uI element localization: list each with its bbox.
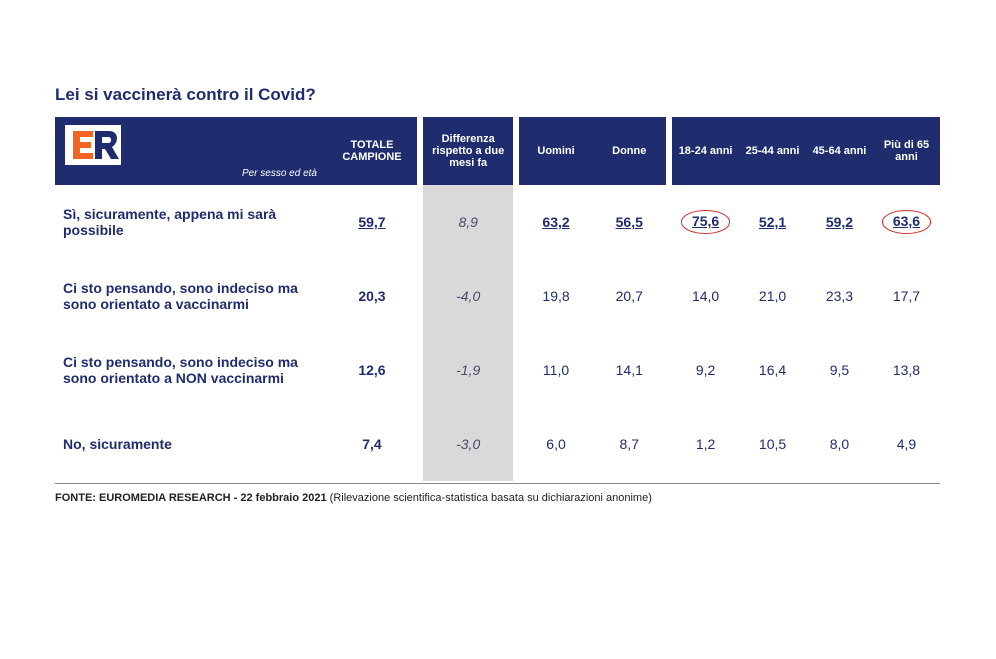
cell-age: 13,8 [873,333,940,407]
cell-sex: 20,7 [593,259,666,333]
cell-age: 21,0 [739,259,806,333]
cell-sex: 19,8 [519,259,592,333]
highlight-circle: 75,6 [681,210,730,233]
header-rowhead: Per sesso ed età [55,117,327,185]
cell-age: 63,6 [873,185,940,259]
table-row: Sì, sicuramente, appena mi sarà possibil… [55,185,940,259]
cell-age: 17,7 [873,259,940,333]
cell-diff: -1,9 [423,333,513,407]
col-header-diff: Differenza rispetto a due mesi fa [423,117,513,185]
brand-logo-icon [65,125,121,168]
chart-title: Lei si vaccinerà contro il Covid? [55,85,941,105]
cell-total: 12,6 [327,333,417,407]
col-header-age-1: 25-44 anni [739,117,806,185]
data-table: Per sesso ed età TOTALE CAMPIONE Differe… [55,117,940,481]
col-header-age-0: 18-24 anni [672,117,739,185]
row-label: Sì, sicuramente, appena mi sarà possibil… [55,185,327,259]
cell-total: 20,3 [327,259,417,333]
cell-sex: 14,1 [593,333,666,407]
footer-text: FONTE: EUROMEDIA RESEARCH - 22 febbraio … [55,492,941,504]
cell-age: 1,2 [672,407,739,481]
cell-age: 23,3 [806,259,873,333]
cell-age: 9,5 [806,333,873,407]
cell-age: 52,1 [739,185,806,259]
cell-sex: 56,5 [593,185,666,259]
cell-age: 4,9 [873,407,940,481]
cell-age: 9,2 [672,333,739,407]
header-row: Per sesso ed età TOTALE CAMPIONE Differe… [55,117,940,185]
cell-total: 7,4 [327,407,417,481]
cell-total: 59,7 [327,185,417,259]
cell-sex: 6,0 [519,407,592,481]
cell-age: 14,0 [672,259,739,333]
cell-age: 16,4 [739,333,806,407]
col-header-sex-1: Donne [593,117,666,185]
row-label: Ci sto pensando, sono indeciso ma sono o… [55,259,327,333]
row-label: Ci sto pensando, sono indeciso ma sono o… [55,333,327,407]
subheader-label: Per sesso ed età [242,168,317,179]
cell-sex: 8,7 [593,407,666,481]
col-header-age-3: Più di 65 anni [873,117,940,185]
footer-note: (Rilevazione scientifica-statistica basa… [330,492,652,504]
table-body: Sì, sicuramente, appena mi sarà possibil… [55,185,940,481]
footer-source: FONTE: EUROMEDIA RESEARCH - 22 febbraio … [55,492,327,504]
footer-divider [55,483,940,484]
col-header-age-2: 45-64 anni [806,117,873,185]
cell-diff: -3,0 [423,407,513,481]
cell-age: 10,5 [739,407,806,481]
cell-diff: -4,0 [423,259,513,333]
cell-sex: 63,2 [519,185,592,259]
highlight-circle: 63,6 [882,210,931,233]
cell-sex: 11,0 [519,333,592,407]
cell-age: 8,0 [806,407,873,481]
table-row: No, sicuramente7,4-3,06,08,71,210,58,04,… [55,407,940,481]
table-row: Ci sto pensando, sono indeciso ma sono o… [55,333,940,407]
cell-age: 75,6 [672,185,739,259]
col-header-total: TOTALE CAMPIONE [327,117,417,185]
col-header-sex-0: Uomini [519,117,592,185]
cell-diff: 8,9 [423,185,513,259]
cell-age: 59,2 [806,185,873,259]
table-row: Ci sto pensando, sono indeciso ma sono o… [55,259,940,333]
row-label: No, sicuramente [55,407,327,481]
